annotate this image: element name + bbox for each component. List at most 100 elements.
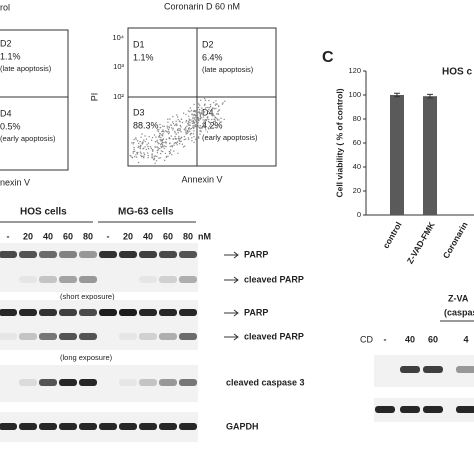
event-dot — [206, 131, 209, 133]
event-dot — [216, 113, 218, 115]
event-dot — [220, 117, 222, 120]
x-label: nexin V — [0, 177, 30, 187]
event-dot — [159, 127, 161, 129]
event-dot — [143, 152, 145, 154]
event-dot — [201, 107, 203, 109]
event-dot — [145, 138, 148, 140]
event-dot — [178, 120, 181, 122]
event-dot — [176, 116, 179, 118]
event-dot — [189, 122, 191, 124]
event-dot — [156, 152, 159, 154]
event-dot — [197, 118, 200, 120]
event-dot — [139, 145, 141, 147]
event-dot — [194, 124, 197, 126]
event-dot — [216, 118, 218, 120]
event-dot — [214, 104, 217, 106]
error-bar — [427, 93, 433, 99]
event-dot — [187, 120, 190, 123]
event-dot — [133, 146, 135, 149]
event-dot — [149, 146, 152, 148]
event-dot — [160, 150, 163, 152]
band — [179, 309, 197, 316]
event-dot — [166, 127, 169, 129]
band — [39, 309, 57, 316]
flow-coronarin: Coronarin D 60 nM PI 10⁴ 10³ 10² D1 1.1%… — [89, 1, 277, 184]
event-dot — [157, 149, 159, 151]
event-dot — [202, 122, 204, 125]
event-dot — [174, 142, 177, 144]
event-dot — [161, 130, 163, 133]
event-dot — [161, 141, 164, 144]
event-dot — [180, 118, 183, 120]
band — [375, 406, 395, 413]
event-dot — [132, 150, 135, 153]
event-dot — [217, 110, 219, 113]
event-dot — [193, 121, 196, 124]
event-dot — [144, 140, 146, 143]
event-dot — [194, 114, 196, 117]
event-dot — [160, 143, 162, 146]
event-dot — [208, 99, 210, 102]
event-dot — [136, 152, 138, 154]
event-dot — [164, 159, 166, 162]
band — [79, 276, 97, 283]
event-dot — [212, 107, 214, 109]
event-dot — [183, 135, 186, 138]
arrow — [224, 251, 239, 259]
y-tick-label: 120 — [348, 66, 361, 75]
event-dot — [203, 104, 206, 106]
band — [119, 379, 137, 386]
event-dot — [129, 154, 131, 157]
y-tick: 10³ — [113, 62, 124, 71]
blot-strip — [0, 243, 198, 292]
event-dot — [185, 131, 187, 134]
lane-label: 4 — [463, 334, 468, 344]
subheader: (caspas — [444, 307, 474, 317]
event-dot — [202, 121, 205, 124]
event-dot — [171, 154, 173, 156]
event-dot — [169, 142, 171, 144]
event-dot — [211, 118, 213, 121]
event-dot — [176, 124, 178, 127]
event-dot — [131, 142, 133, 144]
event-dot — [197, 124, 199, 127]
event-dot — [156, 155, 158, 158]
event-dot — [151, 155, 153, 157]
band — [59, 309, 77, 316]
band — [19, 379, 37, 386]
event-dot — [180, 131, 182, 133]
event-dot — [178, 138, 180, 141]
event-dot — [168, 126, 170, 128]
band — [59, 251, 77, 258]
event-dot — [179, 138, 181, 140]
quadrant-label: D2 — [0, 38, 12, 48]
plot-title: Coronarin D 60 nM — [164, 1, 240, 11]
quadrant-note: (early apoptosis) — [202, 133, 258, 142]
event-dot — [153, 134, 156, 136]
event-dot — [216, 126, 218, 129]
header: Z-VA — [448, 293, 469, 303]
event-dot — [176, 141, 179, 143]
arrow — [224, 309, 239, 317]
event-dot — [174, 132, 176, 134]
lane-label: 60 — [63, 231, 73, 241]
event-dot — [167, 118, 169, 120]
event-dot — [175, 120, 177, 123]
event-dot — [198, 126, 200, 129]
event-dot — [184, 145, 186, 147]
group-label: HOS cells — [20, 207, 67, 218]
event-dot — [207, 110, 209, 113]
event-dot — [196, 123, 199, 125]
event-dot — [139, 148, 141, 150]
band — [79, 333, 97, 340]
event-dot — [189, 128, 191, 130]
event-dot — [199, 112, 201, 115]
event-dot — [202, 124, 205, 126]
quadrant-note: (early apoptosis) — [0, 134, 56, 143]
event-dot — [201, 110, 203, 112]
band-label: cleaved caspase 3 — [226, 377, 305, 387]
event-dot — [132, 143, 134, 145]
event-dot — [185, 138, 187, 140]
event-dot — [163, 147, 165, 150]
